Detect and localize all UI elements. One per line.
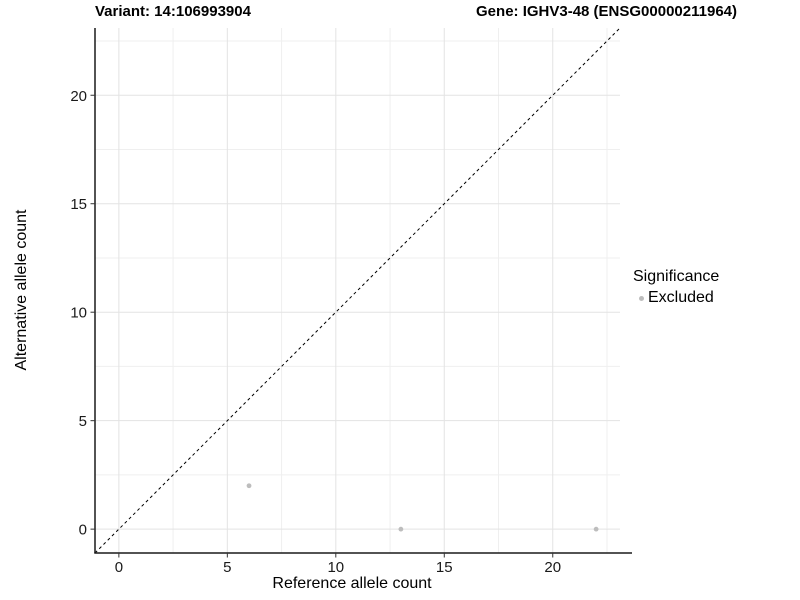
data-point <box>398 526 404 532</box>
tick-label-y: 10 <box>70 305 87 322</box>
data-point <box>246 483 252 489</box>
legend-title: Significance <box>633 268 720 285</box>
tick-label-x: 5 <box>223 559 231 576</box>
tick-label-x: 15 <box>436 559 453 576</box>
data-point <box>593 526 599 532</box>
tick-label-x: 0 <box>115 559 123 576</box>
tick-label-y: 15 <box>70 196 87 213</box>
y-axis-label: Alternative allele count <box>13 209 30 371</box>
tick-label-y: 5 <box>79 413 87 430</box>
x-axis-label: Reference allele count <box>272 575 432 592</box>
legend-item-label: Excluded <box>648 289 714 306</box>
tick-label-x: 10 <box>327 559 344 576</box>
tick-label-y: 20 <box>70 88 87 105</box>
identity-line <box>94 27 621 554</box>
legend: Significance Excluded <box>633 268 719 307</box>
gene-title: Gene: IGHV3-48 (ENSG00000211964) <box>476 3 737 20</box>
excluded-point-swatch <box>639 295 644 301</box>
variant-title: Variant: 14:106993904 <box>95 3 251 20</box>
tick-label-x: 20 <box>544 559 561 576</box>
tick-label-y: 0 <box>79 522 87 539</box>
legend-item-excluded: Excluded <box>633 289 719 307</box>
